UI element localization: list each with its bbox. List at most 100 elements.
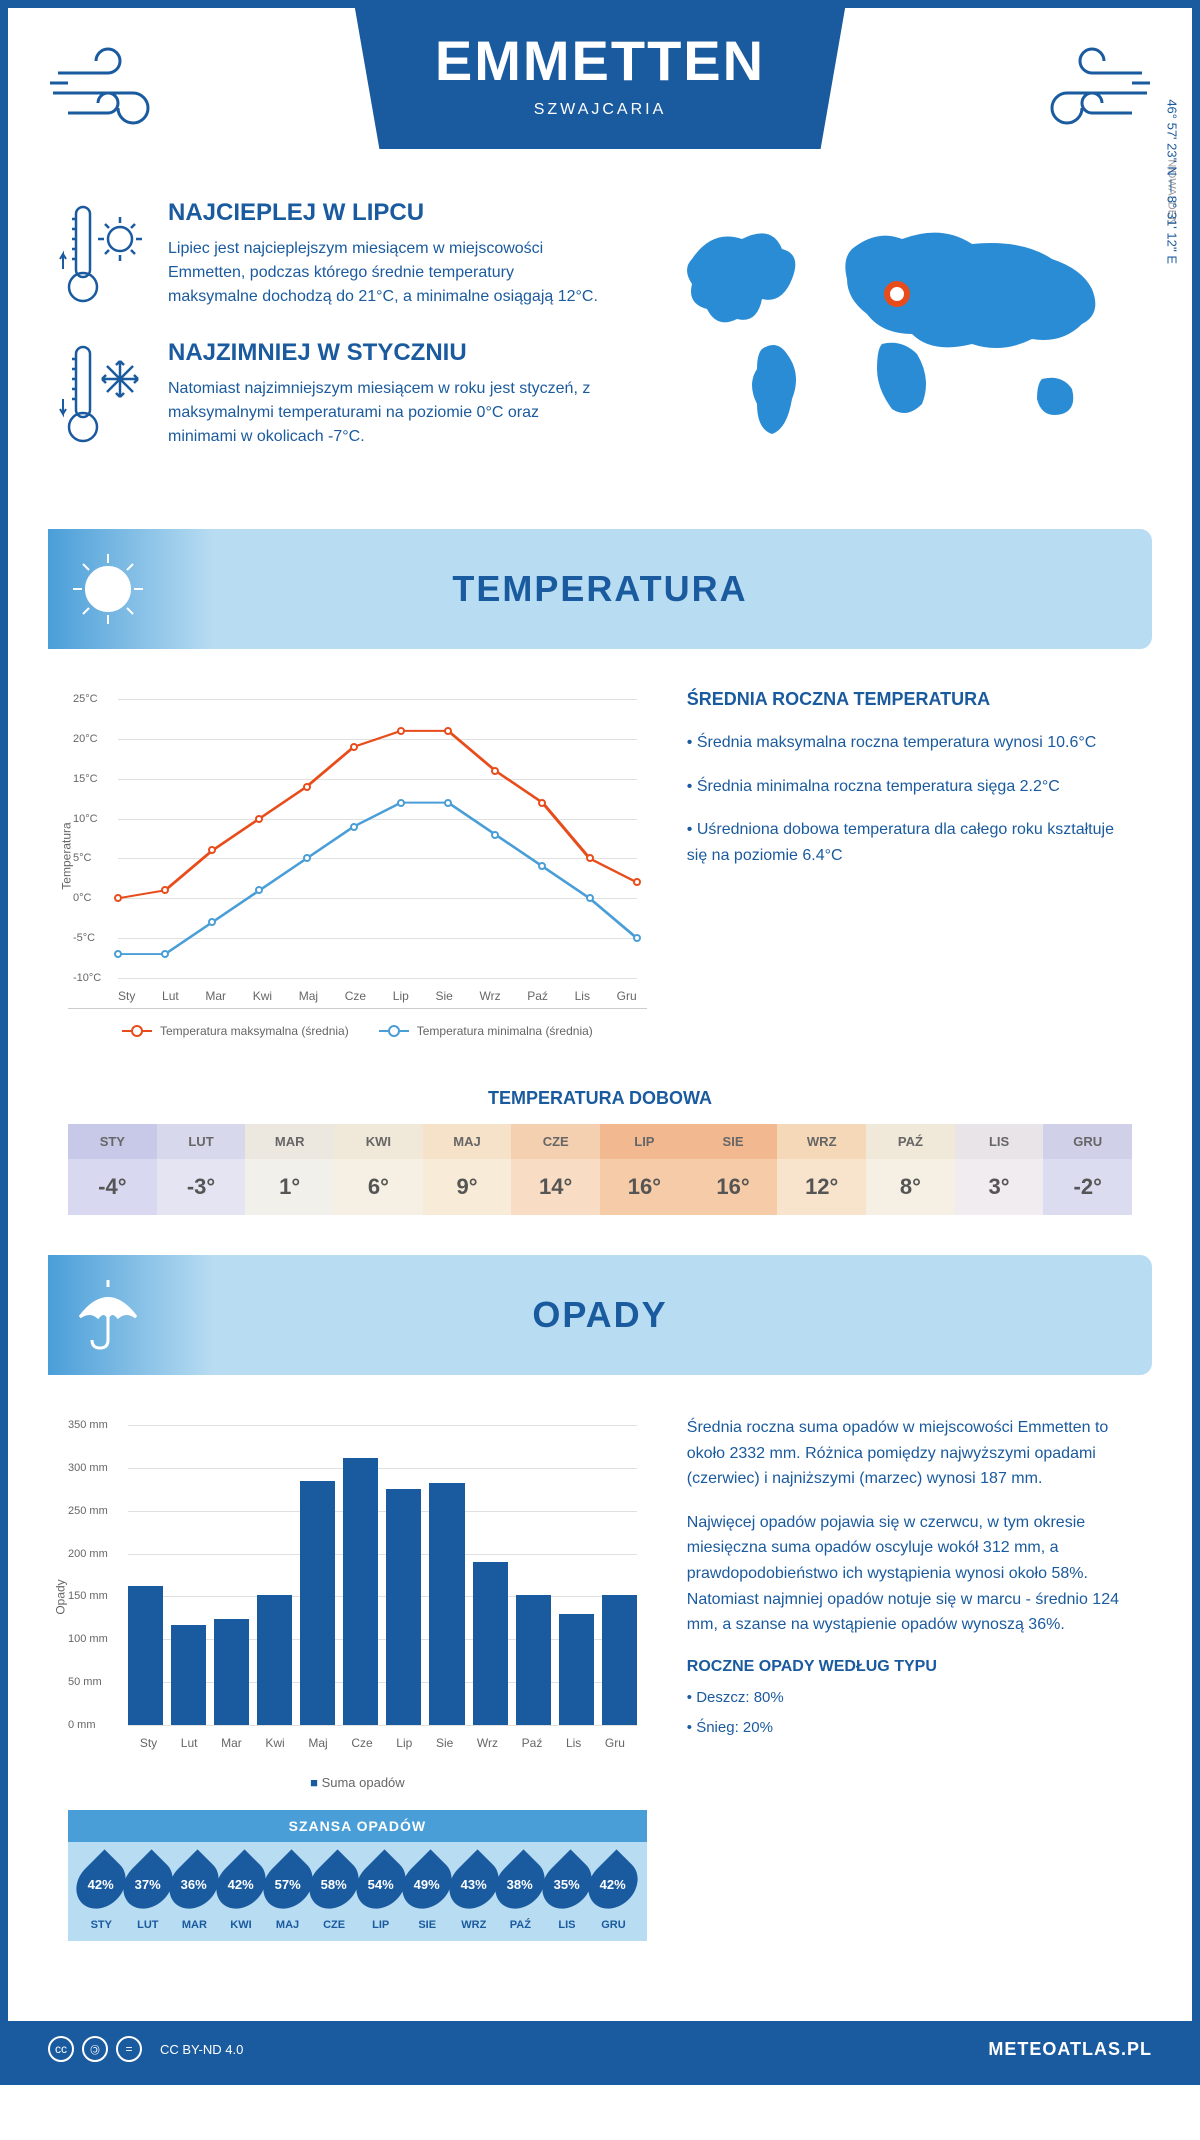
szansa-title: SZANSA OPADÓW bbox=[68, 1810, 647, 1842]
bar bbox=[559, 1614, 594, 1725]
drop-cell: 42%GRU bbox=[590, 1857, 637, 1931]
license-text: CC BY-ND 4.0 bbox=[160, 2042, 243, 2057]
temp-y-label: Temperatura bbox=[60, 822, 74, 889]
temp-side-text: ŚREDNIA ROCZNA TEMPERATURA • Średnia mak… bbox=[687, 689, 1132, 1038]
temp-bullet: • Średnia minimalna roczna temperatura s… bbox=[687, 774, 1132, 800]
roczne-heading: ROCZNE OPADY WEDŁUG TYPU bbox=[687, 1658, 1132, 1676]
thermometer-hot-icon bbox=[58, 199, 148, 309]
bar bbox=[171, 1625, 206, 1725]
temp-month-cell: SIE16° bbox=[689, 1124, 778, 1215]
drop-cell: 58%CZE bbox=[311, 1857, 358, 1931]
temp-legend: Temperatura maksymalna (średnia) Tempera… bbox=[68, 1024, 647, 1038]
bar bbox=[473, 1562, 508, 1725]
bar bbox=[214, 1619, 249, 1725]
page: EMMETTEN SZWAJCARIA bbox=[0, 0, 1200, 2085]
cc-icon: cc bbox=[48, 2036, 74, 2062]
opady-bar-chart: Opady 0 mm50 mm100 mm150 mm200 mm250 mm3… bbox=[68, 1415, 647, 1765]
cold-block: NAJZIMNIEJ W STYCZNIU Natomiast najzimni… bbox=[58, 339, 602, 449]
temp-month-cell: PAŹ8° bbox=[866, 1124, 955, 1215]
drop-cell: 36%MAR bbox=[171, 1857, 218, 1931]
wind-icon-left bbox=[48, 38, 188, 138]
legend-max-label: Temperatura maksymalna (średnia) bbox=[160, 1024, 349, 1038]
opady-chart-box: Opady 0 mm50 mm100 mm150 mm200 mm250 mm3… bbox=[68, 1415, 647, 1961]
temp-month-cell: LIS3° bbox=[955, 1124, 1044, 1215]
cc-icons: cc 🄯 = CC BY-ND 4.0 bbox=[48, 2036, 243, 2062]
temp-month-cell: KWI6° bbox=[334, 1124, 423, 1215]
opady-section-header: OPADY bbox=[48, 1255, 1152, 1375]
temp-bullet: • Średnia maksymalna roczna temperatura … bbox=[687, 730, 1132, 756]
temp-month-cell: MAR1° bbox=[245, 1124, 334, 1215]
hot-title: NAJCIEPLEJ W LIPCU bbox=[168, 199, 602, 227]
cold-text: NAJZIMNIEJ W STYCZNIU Natomiast najzimni… bbox=[168, 339, 602, 449]
bar bbox=[343, 1458, 378, 1725]
temp-month-cell: WRZ12° bbox=[777, 1124, 866, 1215]
temp-month-cell: GRU-2° bbox=[1043, 1124, 1132, 1215]
bar bbox=[257, 1595, 292, 1725]
temp-line-chart: Temperatura -10°C-5°C0°C5°C10°C15°C20°C2… bbox=[68, 689, 647, 1009]
sun-icon bbox=[68, 549, 148, 629]
footer: cc 🄯 = CC BY-ND 4.0 METEOATLAS.PL bbox=[8, 2021, 1192, 2077]
roczne-item: • Deszcz: 80% bbox=[687, 1686, 1132, 1710]
site-name: METEOATLAS.PL bbox=[988, 2039, 1152, 2060]
temp-month-cell: MAJ9° bbox=[423, 1124, 512, 1215]
city-title: EMMETTEN bbox=[435, 28, 765, 93]
info-left: NAJCIEPLEJ W LIPCU Lipiec jest najcieple… bbox=[58, 199, 602, 479]
opady-side-text: Średnia roczna suma opadów w miejscowośc… bbox=[687, 1415, 1132, 1961]
roczne-item: • Śnieg: 20% bbox=[687, 1716, 1132, 1740]
temp-month-cell: LIP16° bbox=[600, 1124, 689, 1215]
drop-cell: 37%LUT bbox=[125, 1857, 172, 1931]
title-banner: EMMETTEN SZWAJCARIA bbox=[355, 8, 845, 149]
temp-month-cell: STY-4° bbox=[68, 1124, 157, 1215]
by-icon: 🄯 bbox=[82, 2036, 108, 2062]
drop-cell: 35%LIS bbox=[544, 1857, 591, 1931]
legend-max: Temperatura maksymalna (średnia) bbox=[122, 1024, 349, 1038]
cold-title: NAJZIMNIEJ W STYCZNIU bbox=[168, 339, 602, 367]
drop-cell: 57%MAJ bbox=[264, 1857, 311, 1931]
dobowa-title: TEMPERATURA DOBOWA bbox=[8, 1088, 1192, 1109]
temp-section-title: TEMPERATURA bbox=[148, 568, 1052, 610]
drop-cell: 42%STY bbox=[78, 1857, 125, 1931]
opady-para: Średnia roczna suma opadów w miejscowośc… bbox=[687, 1415, 1132, 1492]
umbrella-icon bbox=[68, 1275, 148, 1355]
temp-dobowa-table: STY-4°LUT-3°MAR1°KWI6°MAJ9°CZE14°LIP16°S… bbox=[68, 1124, 1132, 1215]
hot-desc: Lipiec jest najcieplejszym miesiącem w m… bbox=[168, 237, 602, 309]
thermometer-cold-icon bbox=[58, 339, 148, 449]
legend-min: Temperatura minimalna (średnia) bbox=[379, 1024, 593, 1038]
wind-icon-right bbox=[1012, 38, 1152, 138]
opady-section-title: OPADY bbox=[148, 1294, 1052, 1336]
info-row: NAJCIEPLEJ W LIPCU Lipiec jest najcieple… bbox=[8, 169, 1192, 509]
hot-block: NAJCIEPLEJ W LIPCU Lipiec jest najcieple… bbox=[58, 199, 602, 309]
bar bbox=[516, 1595, 551, 1725]
drop-cell: 49%SIE bbox=[404, 1857, 451, 1931]
bar bbox=[602, 1595, 637, 1725]
opady-content: Opady 0 mm50 mm100 mm150 mm200 mm250 mm3… bbox=[8, 1395, 1192, 1981]
bar bbox=[429, 1483, 464, 1725]
drop-cell: 54%LIP bbox=[357, 1857, 404, 1931]
opady-para: Najwięcej opadów pojawia się w czerwcu, … bbox=[687, 1510, 1132, 1638]
opady-y-label: Opady bbox=[54, 1579, 68, 1614]
cold-desc: Natomiast najzimniejszym miesiącem w rok… bbox=[168, 377, 602, 449]
temp-bullet: • Uśredniona dobowa temperatura dla całe… bbox=[687, 817, 1132, 868]
world-map-icon bbox=[642, 199, 1142, 459]
map-column: NIDWALDEN 46° 57' 23'' N — 8° 31' 12'' E bbox=[642, 199, 1142, 479]
bar bbox=[128, 1586, 163, 1725]
bar-legend: Suma opadów bbox=[68, 1775, 647, 1790]
drop-cell: 43%WRZ bbox=[451, 1857, 498, 1931]
hot-text: NAJCIEPLEJ W LIPCU Lipiec jest najcieple… bbox=[168, 199, 602, 309]
temp-section-header: TEMPERATURA bbox=[48, 529, 1152, 649]
temp-side-heading: ŚREDNIA ROCZNA TEMPERATURA bbox=[687, 689, 1132, 710]
bar bbox=[386, 1489, 421, 1725]
coords-label: 46° 57' 23'' N — 8° 31' 12'' E bbox=[1165, 99, 1180, 264]
szansa-box: SZANSA OPADÓW 42%STY37%LUT36%MAR42%KWI57… bbox=[68, 1810, 647, 1941]
bar bbox=[300, 1481, 335, 1725]
drop-cell: 42%KWI bbox=[218, 1857, 265, 1931]
temp-chart-box: Temperatura -10°C-5°C0°C5°C10°C15°C20°C2… bbox=[68, 689, 647, 1038]
temp-month-cell: LUT-3° bbox=[157, 1124, 246, 1215]
nd-icon: = bbox=[116, 2036, 142, 2062]
legend-min-label: Temperatura minimalna (średnia) bbox=[417, 1024, 593, 1038]
drop-cell: 38%PAŹ bbox=[497, 1857, 544, 1931]
roczne-typu: ROCZNE OPADY WEDŁUG TYPU • Deszcz: 80% • … bbox=[687, 1658, 1132, 1740]
temp-month-cell: CZE14° bbox=[511, 1124, 600, 1215]
temp-content: Temperatura -10°C-5°C0°C5°C10°C15°C20°C2… bbox=[8, 669, 1192, 1058]
country-subtitle: SZWAJCARIA bbox=[435, 101, 765, 119]
